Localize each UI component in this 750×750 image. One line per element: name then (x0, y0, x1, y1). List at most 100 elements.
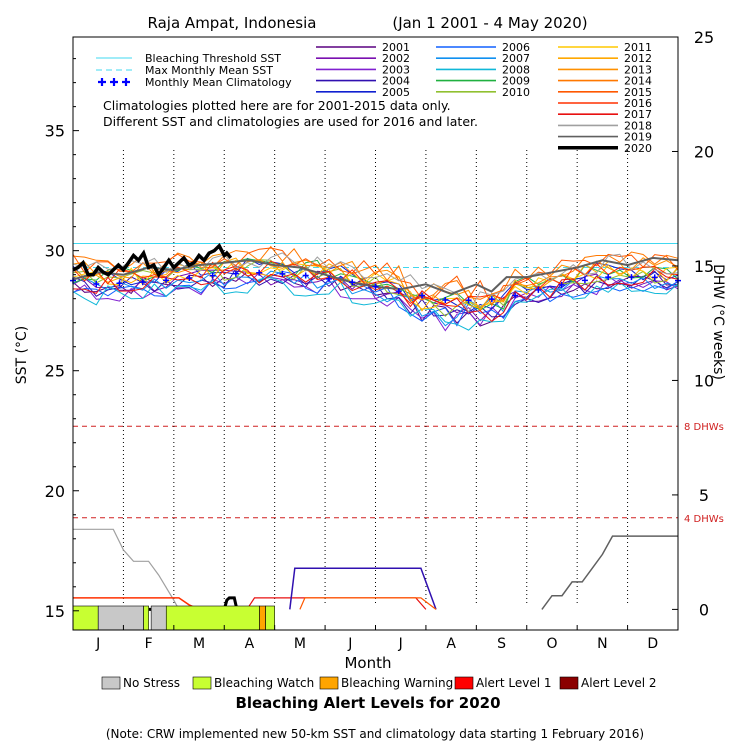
legend-year-label: 2005 (382, 86, 410, 99)
alert-legend-label: Alert Level 1 (476, 676, 552, 690)
legend-year-label: 2006 (502, 41, 530, 54)
sst-line-2003 (72, 272, 679, 332)
climatology-marker (302, 272, 309, 279)
climatology-marker (93, 281, 100, 288)
legend-year-label: 2011 (624, 41, 652, 54)
climatology-marker (139, 279, 146, 286)
alert-legend-swatch (559, 676, 579, 690)
climatology-marker (419, 292, 426, 299)
climatology-marker (163, 277, 170, 284)
alert-legend-label: Alert Level 2 (581, 676, 657, 690)
x-tick-label: A (446, 636, 456, 652)
alert-bar-segment (143, 605, 149, 631)
sst-line-2020 (72, 243, 233, 279)
legend-year-label: 2009 (502, 75, 530, 88)
x-tick-label: F (145, 636, 153, 652)
alert-bar-segment (150, 605, 167, 631)
legend-year-label: 2012 (624, 52, 652, 65)
climatology-marker (279, 270, 286, 277)
climatology-marker (535, 286, 542, 293)
climatology-marker (186, 275, 193, 282)
legend-year-label: 2018 (624, 119, 652, 132)
dhw-line-2019 (541, 535, 678, 610)
climatology-marker (651, 274, 658, 281)
y-tick-label: 25 (45, 362, 65, 381)
x-tick-label: A (245, 636, 255, 652)
legend-year-label: 2013 (624, 63, 652, 76)
legend-year-label: 2001 (382, 41, 410, 54)
legend-year-label: 2019 (624, 131, 652, 144)
alert-legend-label: No Stress (123, 676, 180, 690)
y-tick-label: 30 (45, 242, 65, 261)
legend-year-label: 2002 (382, 52, 410, 65)
alert-legend-label: Bleaching Warning (341, 676, 453, 690)
note-line-2: Different SST and climatologies are used… (103, 114, 478, 129)
climatology-marker (209, 272, 216, 279)
x-axis-label: Month (344, 654, 391, 672)
climatology-marker (605, 274, 612, 281)
climatology-marker (628, 274, 635, 281)
alert-legend-swatch (454, 676, 474, 690)
note-line-1: Climatologies plotted here are for 2001-… (103, 98, 451, 113)
y-axis-label: SST (°C) (14, 326, 30, 384)
chart-title-range: (Jan 1 2001 - 4 May 2020) (392, 14, 587, 32)
legend-year-label: 2015 (624, 86, 652, 99)
y-tick-label: 35 (45, 122, 65, 141)
legend-year-label: 2008 (502, 63, 530, 76)
sst-line-2001 (72, 270, 679, 327)
y2-tick-label: 0 (699, 600, 709, 619)
climatology-marker (581, 277, 588, 284)
climatology-marker (349, 279, 356, 286)
sst-line-2008 (72, 276, 679, 331)
legend-year-label: 2007 (502, 52, 530, 65)
legend-year-label: 2017 (624, 108, 652, 121)
dhw-threshold-label: 8 DHWs (684, 422, 724, 433)
y2-tick-label: 20 (694, 142, 714, 161)
alert-bar-segment (265, 605, 275, 631)
x-tick-label: J (398, 636, 403, 652)
dhw-line-2015 (299, 597, 437, 610)
footnote: (Note: CRW implemented new 50-km SST and… (106, 727, 644, 741)
x-tick-label: J (347, 636, 352, 652)
climatology-marker (395, 288, 402, 295)
y-tick-label: 20 (45, 482, 65, 501)
alert-legend-title: Bleaching Alert Levels for 2020 (235, 694, 500, 712)
legend-year-label: 2004 (382, 75, 410, 88)
x-tick-label: J (95, 636, 100, 652)
climatology-marker (116, 280, 123, 287)
chart-title-location: Raja Ampat, Indonesia (148, 14, 317, 32)
climatology-marker (325, 275, 332, 282)
legend-climatology-marker (110, 78, 118, 86)
legend-year-label: 2016 (624, 97, 652, 110)
alert-bar-segment (72, 605, 99, 631)
climatology-marker (372, 283, 379, 290)
dhw-line-2004 (289, 567, 437, 610)
climatology-marker (512, 292, 519, 299)
legend-ref-label: Max Monthly Mean SST (145, 64, 273, 77)
alert-legend-swatch (101, 676, 121, 690)
legend-climatology-marker (98, 78, 106, 86)
alert-bar-segment (165, 605, 260, 631)
legend-year-label: 2020 (624, 142, 652, 155)
sst-line-2017 (72, 265, 679, 323)
y2-tick-label: 5 (699, 486, 709, 505)
x-tick-label: D (647, 636, 658, 652)
alert-bar-segment (97, 605, 144, 631)
y-tick-label: 15 (45, 602, 65, 621)
legend-ref-label: Bleaching Threshold SST (145, 52, 281, 65)
sst-line-2011 (72, 259, 679, 310)
x-tick-label: M (294, 636, 306, 652)
climatology-marker (442, 296, 449, 303)
x-tick-label: S (497, 636, 506, 652)
climatology-marker (232, 270, 239, 277)
legend-year-label: 2003 (382, 63, 410, 76)
alert-legend-swatch (319, 676, 339, 690)
y2-tick-label: 25 (694, 28, 714, 47)
climatology-marker (465, 297, 472, 304)
dhw-threshold-label: 4 DHWs (684, 514, 724, 525)
alert-legend-swatch (192, 676, 212, 690)
climatology-marker (558, 281, 565, 288)
legend-climatology-marker (122, 78, 130, 86)
y2-tick-label: 15 (694, 257, 714, 276)
